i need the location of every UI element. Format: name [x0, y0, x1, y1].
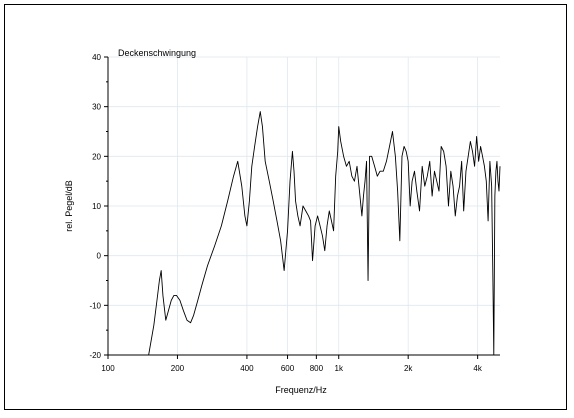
y-tick-label: 0: [97, 252, 102, 261]
x-tick-label: 600: [281, 364, 295, 373]
chart-title: Deckenschwingung: [118, 48, 196, 58]
x-tick-label: 800: [310, 364, 324, 373]
x-tick-label: 2k: [404, 364, 413, 373]
y-tick-label: -20: [89, 351, 101, 360]
x-tick-label: 4k: [473, 364, 482, 373]
y-tick-label: -10: [89, 301, 101, 310]
y-tick-label: 30: [92, 103, 101, 112]
chart-frame: [4, 4, 567, 410]
x-tick-label: 400: [240, 364, 254, 373]
labels: Deckenschwingung Frequenz/Hz rel. Pegel/…: [64, 48, 327, 395]
x-tick-label: 100: [101, 364, 115, 373]
axes: -20 -10 0 10 20 30 40 100 200 400 600 800 1k 2k 4k: [89, 53, 500, 373]
x-tick-label: 1k: [335, 364, 344, 373]
x-axis-title: Frequenz/Hz: [275, 385, 327, 395]
x-tick-label: 200: [171, 364, 185, 373]
y-axis-title: rel. Pegel/dB: [64, 180, 74, 232]
plot-area: [148, 111, 501, 356]
y-tick-label: 40: [92, 53, 101, 62]
y-tick-label: 10: [92, 202, 101, 211]
grid: [107, 56, 500, 356]
y-tick-label: 20: [92, 152, 101, 161]
series-line: [148, 111, 501, 356]
